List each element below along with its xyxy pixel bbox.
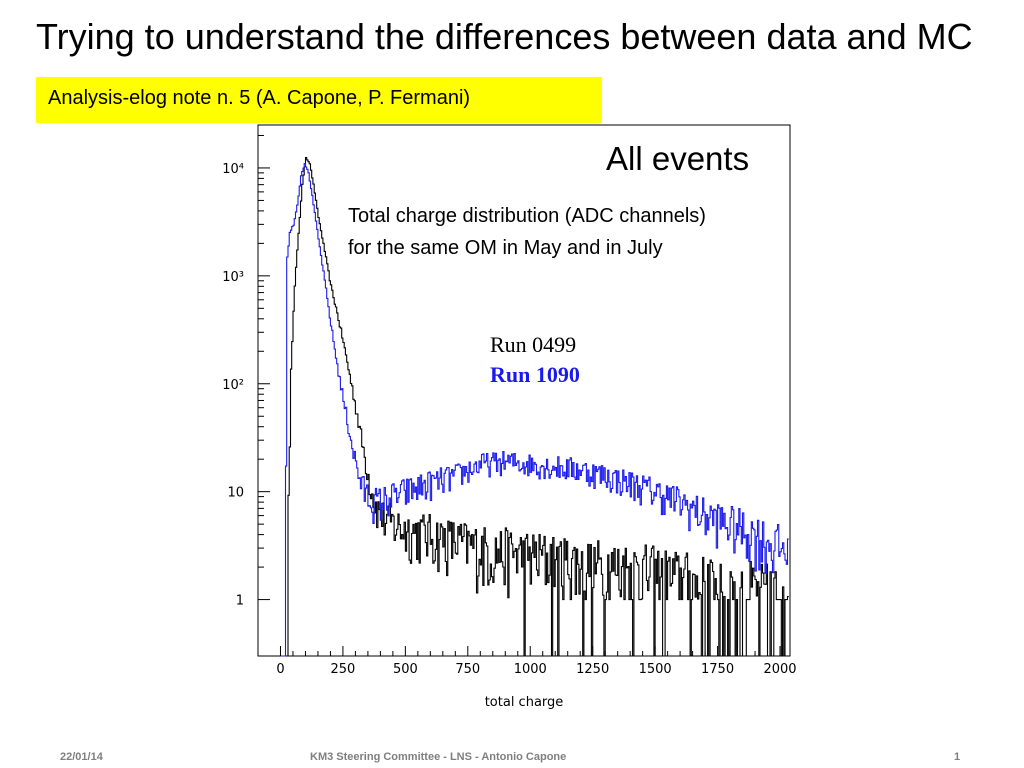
series-layer <box>280 157 789 657</box>
x-tick-label: 2000 <box>763 662 796 677</box>
x-tick-label: 1500 <box>639 662 672 677</box>
x-axis-label: total charge <box>485 695 564 710</box>
series-line-run-0499 <box>280 157 789 657</box>
subtitle-box: Analysis-elog note n. 5 (A. Capone, P. F… <box>36 77 602 123</box>
x-tick-label: 500 <box>393 662 418 677</box>
y-tick-label: 10 <box>227 486 244 501</box>
x-tick-label: 1250 <box>576 662 609 677</box>
x-tick-label: 0 <box>276 662 284 677</box>
y-tick-label: 10⁴ <box>222 162 244 177</box>
legend-run-0499: Run 0499 <box>490 332 577 357</box>
chart-description-line: for the same OM in May and in July <box>348 237 663 259</box>
legend-run-1090: Run 1090 <box>490 362 580 387</box>
ticks-layer: 0 250 500 750 1000 1250 1500 1750 2000 1 10 10² 10³ 1… <box>222 134 797 677</box>
x-tick-label: 1000 <box>514 662 547 677</box>
x-tick-label: 1750 <box>701 662 734 677</box>
x-tick-label: 750 <box>455 662 480 677</box>
series-line-run-1090 <box>280 163 789 657</box>
y-tick-label: 10² <box>222 378 244 393</box>
footer-center: KM3 Steering Committee - LNS - Antonio C… <box>310 751 567 763</box>
plot-label: All events <box>606 140 750 177</box>
chart-description-line: Total charge distribution (ADC channels) <box>348 205 706 227</box>
footer-date: 22/01/14 <box>60 751 103 763</box>
y-tick-label: 1 <box>236 594 244 609</box>
x-tick-label: 250 <box>331 662 356 677</box>
footer-page-number: 1 <box>954 751 961 763</box>
slide-title: Trying to understand the differences bet… <box>36 16 973 57</box>
y-tick-label: 10³ <box>222 270 244 285</box>
